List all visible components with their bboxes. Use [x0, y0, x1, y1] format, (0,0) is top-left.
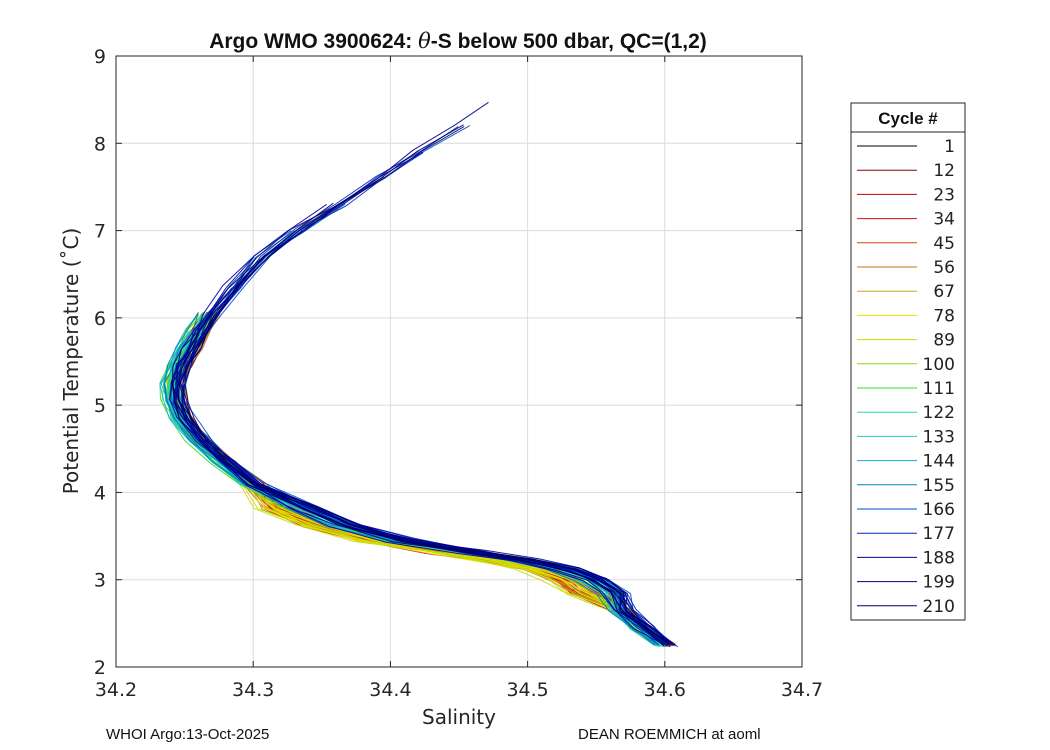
footer-pi: DEAN ROEMMICH at aoml [578, 726, 761, 743]
legend-label: 100 [923, 355, 955, 375]
plot-frame [115, 55, 803, 668]
y-tick-label: 4 [94, 482, 106, 504]
title-suffix: -S below 500 dbar, QC=(1,2) [431, 30, 707, 53]
cycle-profile-line [181, 152, 675, 646]
x-tick-label: 34.6 [644, 679, 686, 701]
cycle-profile-line [171, 202, 669, 645]
legend-title: Cycle # [878, 109, 938, 128]
legend-label: 67 [933, 282, 955, 302]
y-tick-label: 9 [94, 46, 106, 68]
legend-label: 133 [923, 427, 955, 447]
title-theta: θ [418, 29, 431, 53]
legend-label: 45 [933, 234, 955, 254]
cycle-profile-line [175, 150, 674, 645]
grid-lines [116, 56, 802, 667]
legend-label: 23 [933, 185, 955, 205]
cycle-profile-line [160, 329, 656, 645]
y-tick-label: 7 [94, 221, 106, 243]
legend-label: 56 [933, 258, 955, 278]
legend-label: 155 [923, 476, 955, 496]
cycle-profile-line [180, 125, 679, 648]
legend-label: 122 [923, 403, 955, 423]
title-prefix: Argo WMO 3900624: [209, 30, 418, 53]
cycle-profile-line [184, 126, 672, 645]
cycle-profile-line [164, 311, 656, 646]
y-tick-label: 2 [94, 657, 106, 679]
x-tick-label: 34.3 [232, 679, 274, 701]
legend: Cycle # 1 12 23 34 45 56 67 78 89 100 111 122 133 144 1… [850, 102, 966, 621]
legend-label: 177 [923, 524, 955, 544]
legend-label: 188 [923, 548, 955, 568]
legend-label: 1 [944, 137, 955, 157]
cycle-profile-line [176, 126, 674, 646]
y-axis-label: Potential Temperature (˚C) [59, 228, 83, 495]
y-tick-label: 6 [94, 308, 106, 330]
x-tick-label: 34.4 [369, 679, 411, 701]
cycle-profile-line [173, 101, 668, 647]
cycle-profile-line [169, 256, 664, 646]
cycle-profile-line [163, 332, 659, 646]
cycle-profile-line [182, 176, 674, 646]
y-tick-label: 3 [94, 570, 106, 592]
cycle-profile-line [177, 151, 674, 645]
legend-label: 199 [923, 573, 955, 593]
axis-ticks: 34.2 34.3 34.4 34.5 34.6 34.7 2 3 4 5 6 7 8 9 [94, 46, 823, 701]
legend-label: 78 [933, 306, 955, 326]
x-axis-label: Salinity [422, 705, 496, 729]
footer-source: WHOI Argo:13-Oct-2025 [106, 726, 270, 743]
legend-label: 89 [933, 331, 955, 351]
y-tick-label: 5 [94, 395, 106, 417]
x-tick-label: 34.7 [781, 679, 823, 701]
legend-label: 144 [923, 452, 955, 472]
chart-title: Argo WMO 3900624: θ-S below 500 dbar, QC… [209, 29, 707, 53]
y-tick-label: 8 [94, 133, 106, 155]
profile-curves [159, 101, 679, 648]
cycle-profile-line [178, 124, 671, 647]
legend-label: 34 [933, 210, 955, 230]
x-tick-label: 34.5 [506, 679, 548, 701]
x-tick-label: 34.2 [95, 679, 137, 701]
legend-label: 210 [923, 597, 955, 617]
legend-label: 12 [933, 161, 955, 181]
legend-box [850, 102, 966, 621]
legend-label: 111 [923, 379, 955, 399]
legend-label: 166 [923, 500, 955, 520]
cycle-profile-line [163, 331, 660, 646]
